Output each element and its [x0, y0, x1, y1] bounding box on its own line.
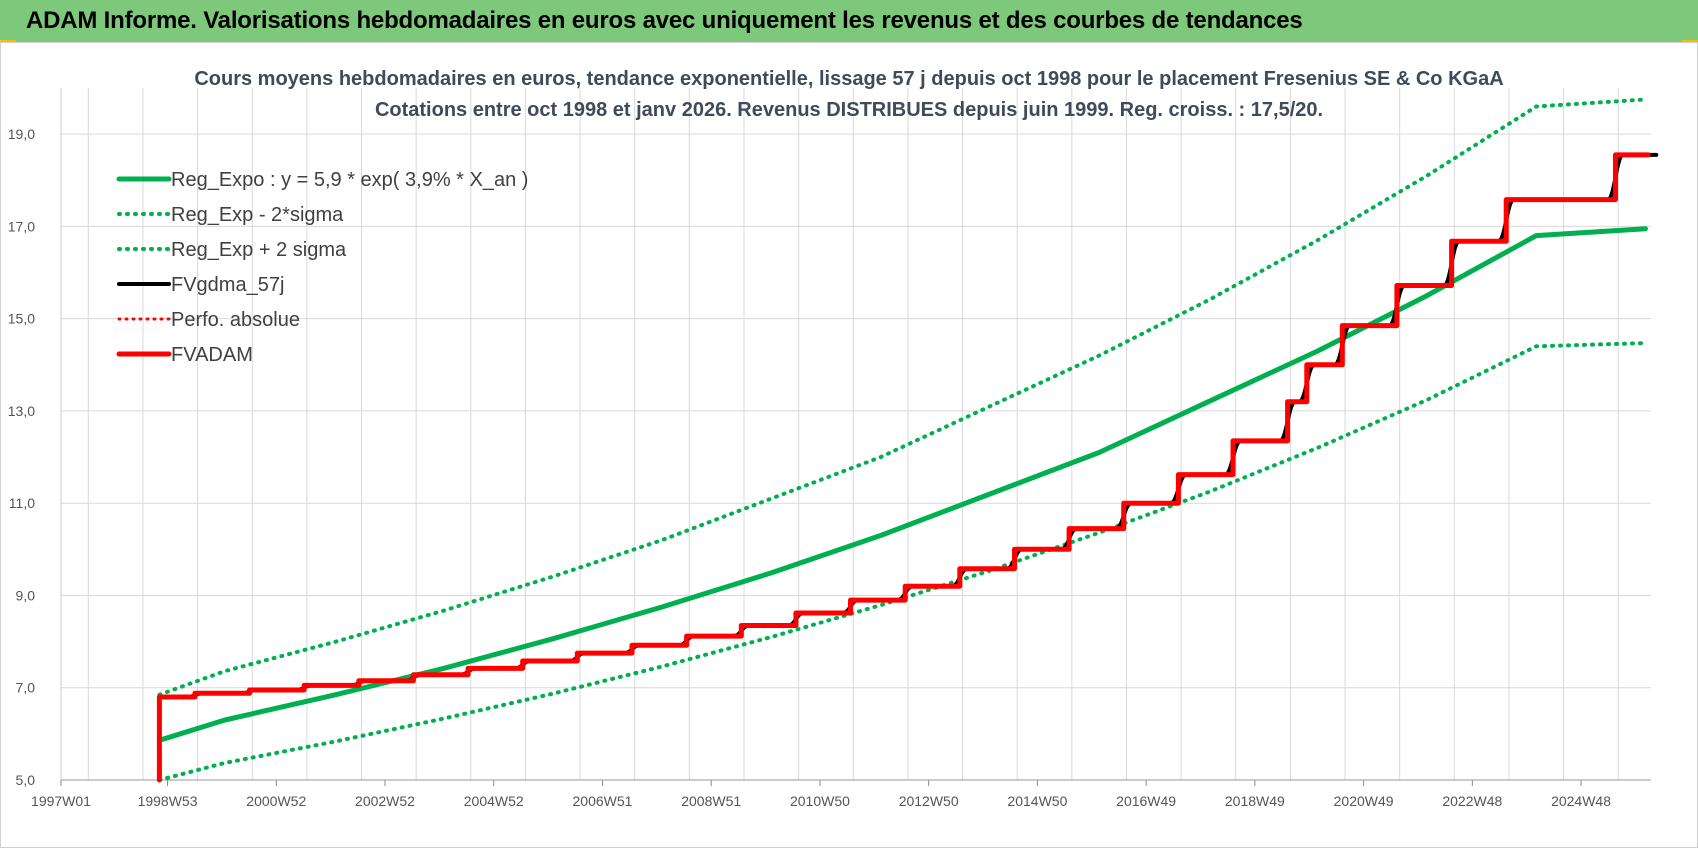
y-tick-label: 5,0	[16, 772, 36, 788]
header-banner: ADAM Informe. Valorisations hebdomadaire…	[0, 0, 1698, 42]
legend-label: Reg_Exp + 2 sigma	[171, 239, 347, 261]
series-area	[156, 97, 1659, 783]
x-tick-label: 1997W01	[31, 793, 91, 809]
page-title: ADAM Informe. Valorisations hebdomadaire…	[26, 7, 1303, 34]
chart-frame: 5,0 7,0 9,0 11,0 13,0 15,0 17,0 19,0 1997W01 1998…	[0, 42, 1698, 848]
legend-label: FVADAM	[171, 344, 253, 366]
x-tick-label: 2022W48	[1442, 793, 1502, 809]
x-tick-label: 2002W52	[355, 793, 415, 809]
x-tick-label: 2008W51	[681, 793, 741, 809]
x-tick-label: 2000W52	[246, 793, 306, 809]
y-tick-label: 19,0	[8, 126, 35, 142]
x-tick-label: 2004W52	[464, 793, 524, 809]
series-line-1	[156, 226, 1648, 743]
x-tick-label: 2024W48	[1551, 793, 1611, 809]
x-tick-label: 2018W49	[1225, 793, 1285, 809]
y-tick-label: 17,0	[8, 218, 35, 234]
y-tick-label: 15,0	[8, 311, 35, 327]
x-tick-label: 2012W50	[899, 793, 959, 809]
chart: 5,0 7,0 9,0 11,0 13,0 15,0 17,0 19,0 1997W01 1998…	[8, 68, 1659, 809]
y-tick-label: 7,0	[16, 680, 36, 696]
legend-label: Reg_Exp - 2*sigma	[171, 204, 344, 226]
axes: 5,0 7,0 9,0 11,0 13,0 15,0 17,0 19,0 1997W01 1998…	[8, 88, 1651, 809]
y-tick-label: 11,0	[9, 495, 35, 511]
legend-label: FVgdma_57j	[171, 274, 284, 296]
series-line-2	[157, 341, 1648, 782]
y-tick-label: 13,0	[8, 403, 35, 419]
grid	[61, 88, 1651, 781]
x-tick-label: 2006W51	[573, 793, 633, 809]
x-tick-label: 1998W53	[138, 793, 198, 809]
x-tick-label: 2020W49	[1334, 793, 1394, 809]
x-tick-label: 2016W49	[1116, 793, 1176, 809]
chart-title: Cours moyens hebdomadaires en euros, ten…	[194, 68, 1503, 90]
y-tick-label: 9,0	[16, 587, 36, 603]
legend-label: Reg_Expo : y = 5,9 * exp( 3,9% * X_an )	[171, 169, 528, 191]
legend: Reg_Expo : y = 5,9 * exp( 3,9% * X_an ) R…	[116, 169, 528, 366]
x-tick-label: 2010W50	[790, 793, 850, 809]
x-tick-label: 2014W50	[1007, 793, 1067, 809]
legend-label: Perfo. absolue	[171, 309, 300, 331]
series-line-6	[156, 152, 1651, 783]
chart-subtitle: Cotations entre oct 1998 et janv 2026. R…	[375, 99, 1323, 121]
series-line-3	[157, 97, 1648, 697]
